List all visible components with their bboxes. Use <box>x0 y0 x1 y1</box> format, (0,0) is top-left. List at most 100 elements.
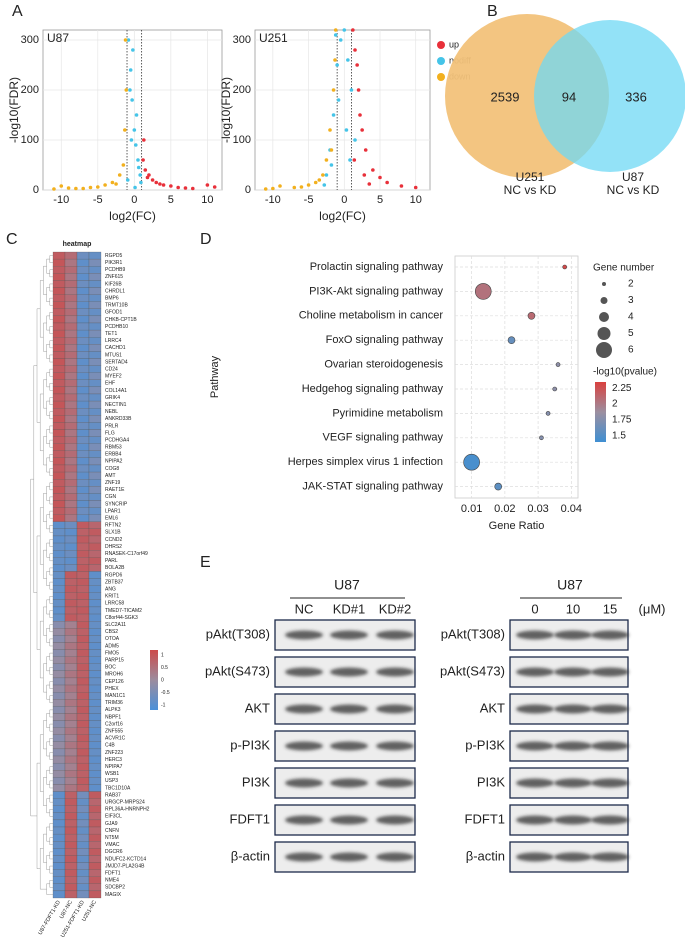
heatmap-cell <box>88 812 102 821</box>
heatmap-cell <box>88 663 102 671</box>
blot-row-label: p-PI3K <box>230 737 270 752</box>
heatmap-cell <box>64 798 78 806</box>
heatmap-cell <box>76 422 90 430</box>
dendrogram <box>49 624 53 632</box>
blot-band <box>591 741 629 751</box>
dendrogram <box>46 798 50 814</box>
heatmap-cell <box>52 770 66 778</box>
heatmap-cell <box>88 642 102 650</box>
heatmap-cell <box>76 308 90 317</box>
heatmap-cell <box>52 706 66 714</box>
dendrogram <box>49 553 53 562</box>
heatmap-cell <box>76 550 90 558</box>
heatmap-cell <box>52 741 66 750</box>
point <box>66 186 71 190</box>
point <box>141 158 145 162</box>
heatmap-cell <box>64 699 78 707</box>
row-label: TMED7-TICAM2 <box>105 608 142 614</box>
heatmap-cell <box>52 734 66 742</box>
category-label: Pyrimidine metabolism <box>332 407 443 419</box>
dendrogram <box>46 599 50 615</box>
row-label: FLG <box>105 430 115 436</box>
row-label: MTUS1 <box>105 352 122 358</box>
heatmap-cell <box>76 741 90 750</box>
heatmap-cell <box>64 649 78 657</box>
dendrogram <box>46 713 50 728</box>
row-label: EIF3CL <box>105 814 122 820</box>
point <box>271 186 275 191</box>
blot-band <box>285 852 323 862</box>
size-legend-marker <box>599 312 609 322</box>
point <box>124 88 129 92</box>
heatmap-cell <box>52 869 66 877</box>
heatmap-cell <box>88 273 102 281</box>
heatmap-cell <box>52 628 66 636</box>
heatmap-cell <box>52 656 66 664</box>
heatmap-cell <box>52 663 66 671</box>
category-label: Choline metabolism in cancer <box>299 310 444 322</box>
heatmap-cell <box>76 379 90 388</box>
blot-band <box>330 630 368 640</box>
heatmap-cell <box>52 287 66 295</box>
heatmap-cell <box>52 315 66 324</box>
heatmap-cell <box>64 571 78 579</box>
heatmap-cell <box>76 564 90 572</box>
point <box>190 186 195 191</box>
heatmap-cell <box>52 507 66 515</box>
row-label: LRRC58 <box>105 601 124 607</box>
dendrogram <box>49 283 53 292</box>
blot-row-label: FDFT1 <box>465 811 505 826</box>
heatmap-cell <box>76 329 90 338</box>
heatmap-cell <box>88 315 102 324</box>
heatmap-cell <box>64 713 78 721</box>
heatmap-cell <box>88 358 102 366</box>
dendrogram <box>43 322 47 352</box>
row-label: PCDHGA4 <box>105 437 129 443</box>
heatmap-cell <box>52 784 66 792</box>
heatmap-cell <box>64 301 78 309</box>
heatmap-cell <box>76 798 90 806</box>
heatmap-cell <box>52 436 66 444</box>
heatmap-cell <box>76 571 90 579</box>
heatmap-cell <box>88 706 102 714</box>
dendrogram <box>49 581 53 590</box>
heatmap-cell <box>76 400 90 409</box>
row-label: KIF26B <box>105 281 122 287</box>
heatmap-cell <box>64 791 78 799</box>
heatmap-cell <box>88 855 102 863</box>
x-tick-label: 0.03 <box>527 503 548 515</box>
heatmap-cell <box>76 890 90 899</box>
y-tick-label: 0 <box>245 184 251 196</box>
heatmap-cell <box>76 486 90 494</box>
row-label: PHEX <box>105 686 119 692</box>
dendrogram <box>49 723 53 732</box>
point <box>329 163 334 167</box>
point <box>129 138 134 142</box>
dendrogram <box>40 620 44 679</box>
blot-band <box>330 704 368 714</box>
heatmap-cell <box>64 337 78 345</box>
x-tick-label: -5 <box>93 194 103 206</box>
y-tick-label: 100 <box>233 134 251 146</box>
heatmap-cell <box>52 280 66 288</box>
dendrogram <box>46 826 50 842</box>
dendrogram <box>40 507 44 565</box>
heatmap-cell <box>88 862 102 870</box>
heatmap-cell <box>88 649 102 657</box>
heatmap-cell <box>64 315 78 324</box>
row-label: NEBL <box>105 409 118 415</box>
x-tick-label: 10 <box>410 194 422 206</box>
heatmap-cell <box>64 635 78 643</box>
size-legend-label: 6 <box>628 345 634 356</box>
row-label: EML6 <box>105 516 118 522</box>
heatmap-cell <box>52 592 66 600</box>
heatmap-cell <box>52 258 66 267</box>
heatmap-cell <box>76 656 90 664</box>
heatmap-cell <box>88 770 102 778</box>
x-tick-label: 10 <box>201 194 213 206</box>
row-label: CNFN <box>105 828 119 834</box>
heatmap-cell <box>76 841 90 849</box>
legend-marker <box>437 57 445 65</box>
heatmap-cell <box>76 826 90 835</box>
venn-set-label: NC vs KD <box>607 183 660 197</box>
